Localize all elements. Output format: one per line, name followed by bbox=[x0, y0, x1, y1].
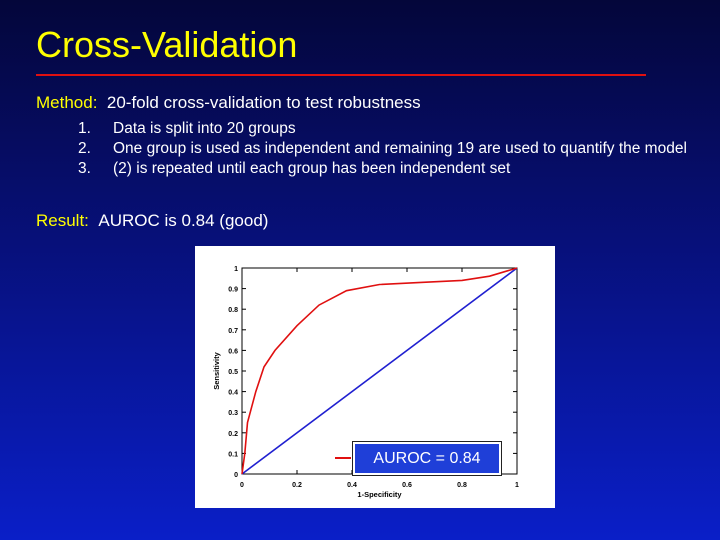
x-tick-label: 0.4 bbox=[347, 482, 357, 489]
x-tick-label: 0 bbox=[240, 482, 244, 489]
slide-title: Cross-Validation bbox=[36, 24, 298, 65]
method-line: Method: 20-fold cross-validation to test… bbox=[36, 93, 421, 113]
list-item-number: 3. bbox=[78, 160, 91, 177]
list-item: 1. Data is split into 20 groups bbox=[78, 120, 703, 137]
legend-label: AUROC = 0.84 bbox=[355, 444, 499, 473]
list-item-number: 2. bbox=[78, 140, 91, 157]
y-tick-label: 0.5 bbox=[228, 369, 238, 376]
steps-list: 1. Data is split into 20 groups 2. One g… bbox=[78, 120, 703, 177]
method-label: Method: bbox=[36, 93, 98, 112]
roc-chart-svg: 0 0.1 0.2 0.3 0.4 0.5 0.6 0.7 0.8 0.9 1 0 0.2 0.4 0.6 0… bbox=[212, 266, 519, 499]
roc-curve bbox=[241, 267, 518, 475]
diagonal-reference-line bbox=[241, 267, 518, 475]
x-tick-label: 0.6 bbox=[402, 482, 412, 489]
y-tick-label: 0.6 bbox=[228, 348, 238, 355]
y-tick-label: 0.7 bbox=[228, 328, 238, 335]
legend-swatch bbox=[335, 457, 351, 459]
result-label: Result: bbox=[36, 211, 89, 230]
list-item-text: Data is split into 20 groups bbox=[113, 120, 296, 137]
chart-legend: AUROC = 0.84 bbox=[335, 441, 502, 476]
list-item: 3. (2) is repeated until each group has … bbox=[78, 160, 703, 177]
x-tick-label: 1 bbox=[515, 482, 519, 489]
x-axis-label: 1-Specificity bbox=[357, 490, 402, 499]
y-tick-label: 1 bbox=[234, 266, 238, 273]
x-tick-label: 0.8 bbox=[457, 482, 467, 489]
title-underline bbox=[36, 74, 646, 76]
y-tick-label: 0.8 bbox=[228, 307, 238, 314]
y-tick-label: 0.2 bbox=[228, 431, 238, 438]
list-item-text: (2) is repeated until each group has bee… bbox=[113, 160, 511, 177]
y-axis-label: Sensitivity bbox=[212, 351, 221, 389]
y-tick-label: 0 bbox=[234, 472, 238, 479]
y-tick-label: 0.3 bbox=[228, 410, 238, 417]
result-text: AUROC is 0.84 (good) bbox=[98, 211, 269, 230]
y-tick-label: 0.1 bbox=[228, 451, 238, 458]
result-line: Result: AUROC is 0.84 (good) bbox=[36, 211, 268, 231]
list-item-text: One group is used as independent and rem… bbox=[113, 140, 687, 157]
y-tick-label: 0.9 bbox=[228, 287, 238, 294]
x-tick-label: 0.2 bbox=[292, 482, 302, 489]
list-item-number: 1. bbox=[78, 120, 91, 137]
method-text: 20-fold cross-validation to test robustn… bbox=[106, 93, 421, 112]
list-item: 2. One group is used as independent and … bbox=[78, 140, 703, 157]
y-tick-label: 0.4 bbox=[228, 390, 238, 397]
